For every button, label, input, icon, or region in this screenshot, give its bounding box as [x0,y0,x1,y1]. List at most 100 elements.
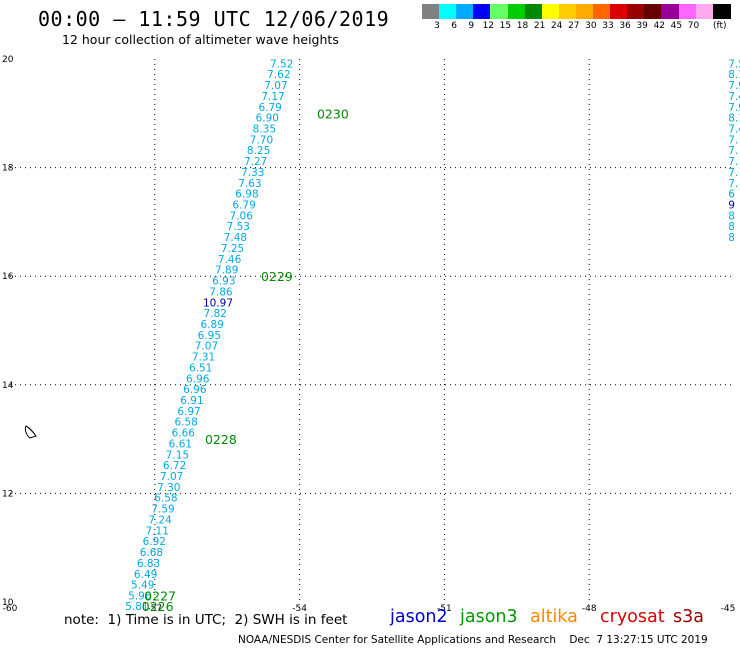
pass-date-label: 0229 [261,269,293,284]
legend-swatch [439,4,458,19]
swh-value: 7.31 [192,352,215,364]
legend-swatch [541,4,560,19]
swh-value: 7.48 [224,232,247,244]
swh-value: 7. [728,134,738,146]
legend-unit: (ft) [713,21,727,31]
satellite-cryosat: cryosat [600,607,665,627]
legend-label: 39 [636,21,648,31]
legend-swatch [610,4,629,19]
swh-value: 8.1 [728,113,740,125]
legend-label: 70 [687,21,700,31]
legend-label: 42 [653,21,666,31]
legend-swatch [456,4,475,19]
latitude-tick-label: 14 [2,381,14,391]
pass-date-label: 0227 [144,588,176,603]
swh-value: 7.4 [728,91,740,103]
satellite-jason3: jason3 [460,607,518,627]
swh-value: 7.82 [203,308,226,320]
latitude-tick-label: 20 [2,55,14,65]
swh-value: 6.97 [177,406,200,418]
latitude-tick-label: 16 [2,272,14,282]
swh-value: 7. [728,178,738,190]
swh-value: 8.35 [253,124,276,136]
legend-swatch [712,4,731,19]
swh-value: 6.83 [137,558,160,570]
swh-value: 6.96 [183,384,207,396]
swh-value: 7. [728,156,738,168]
swh-value: 6.58 [154,493,177,505]
swh-value: 6.68 [140,547,163,559]
swh-value: 5.49 [131,580,154,592]
latitude-tick-label: 10 [2,598,14,608]
legend-label: 3 [434,21,440,31]
swh-value: 6.98 [235,189,258,201]
swh-value: 7.24 [148,514,172,526]
swh-value: 6.72 [163,460,186,472]
swh-value: 6.58 [174,417,197,429]
swh-value: 6 [728,189,735,201]
swh-value: 7.70 [250,134,273,146]
swh-value: 7.56 [728,58,740,70]
swh-value: 6.79 [232,200,255,212]
swh-value: 7.25 [221,243,244,255]
swh-value: 8 [728,232,735,244]
legend-label: 18 [516,21,529,31]
legend-label: 27 [568,21,580,31]
swh-value: 6.96 [186,373,210,385]
legend-swatch [695,4,714,19]
page-title: 00:00 – 11:59 UTC 12/06/2019 [38,7,390,31]
longitude-tick-label: -54 [292,604,307,614]
swh-value: 6.89 [201,319,224,331]
swh-value: 7.46 [218,254,242,266]
legend-label: 21 [533,21,546,31]
swh-value: 7.4 [728,124,740,136]
legend-swatch [507,4,526,19]
swh-value: 6.90 [256,113,279,125]
swh-value: 7.15 [166,449,189,461]
legend-swatch [422,4,440,19]
legend-swatch [524,4,543,19]
legend-swatch [558,4,577,19]
source-footer: NOAA/NESDIS Center for Satellite Applica… [238,634,708,646]
swh-value: 6.61 [169,438,192,450]
swh-value: 8 [728,221,735,233]
swh-value: 8.25 [247,145,270,157]
satellite-s3a: s3a [673,607,704,627]
island-outline [24,425,37,439]
legend-swatch [627,4,646,19]
swh-value: 7.11 [146,525,169,537]
swh-value: 7.9 [728,102,740,114]
longitude-tick-label: -48 [582,604,597,614]
legend-label: 33 [602,21,614,31]
legend-swatch [473,4,492,19]
legend-swatch [490,4,509,19]
legend-swatch [678,4,697,19]
latitude-tick-label: 12 [2,489,13,499]
swh-value: 8.18 [728,69,740,81]
legend-label: 30 [585,21,597,31]
longitude-tick-label: -51 [437,604,452,614]
swh-value: 7.17 [261,91,284,103]
legend-label: 36 [619,21,631,31]
legend-label: 9 [468,21,475,31]
legend-label: 12 [482,21,495,31]
swh-value: 7.59 [151,504,174,516]
swh-value: 7.62 [267,69,290,81]
swh-value: 6.79 [258,102,281,114]
pass-date-label: 0226 [142,599,174,614]
swh-value: 5.96 [128,590,152,602]
swh-value: 7.52 [270,58,293,70]
legend-swatch [661,4,680,19]
swh-value: 7.53 [227,221,250,233]
swh-value: 10.97 [203,297,233,309]
swh-value: 7. [728,167,738,179]
swh-value: 6.93 [212,276,235,288]
swh-value: 6.66 [172,428,196,440]
swh-value: 7.94 [728,80,740,92]
longitude-tick-label: -57 [147,604,162,614]
satellite-altika: altika [530,607,578,627]
pass-date-label: 0228 [205,432,237,447]
swh-value: 7.63 [238,178,261,190]
